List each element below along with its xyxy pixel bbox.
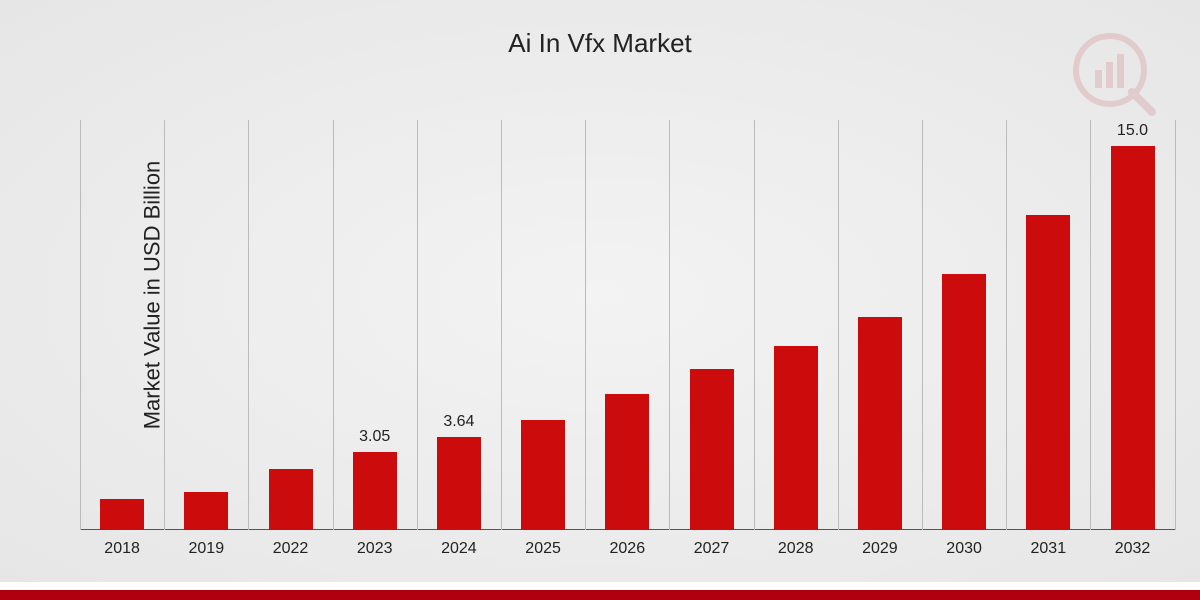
gridline xyxy=(669,120,670,530)
chart-container: Ai In Vfx Market Market Value in USD Bil… xyxy=(0,0,1200,590)
gridline xyxy=(754,120,755,530)
bar xyxy=(521,420,565,530)
gridline xyxy=(248,120,249,530)
plot-area: 3.053.64 15.0 xyxy=(80,120,1175,530)
bar-value-label: 15.0 xyxy=(1093,122,1173,140)
bar xyxy=(437,437,481,530)
x-axis-tick-label: 2018 xyxy=(104,540,140,558)
x-axis-tick-label: 2019 xyxy=(189,540,225,558)
gridline xyxy=(1090,120,1091,530)
bar xyxy=(1026,215,1070,530)
watermark-logo-icon xyxy=(1070,30,1160,125)
bar xyxy=(858,317,902,530)
gridline xyxy=(1006,120,1007,530)
x-axis-tick-label: 2022 xyxy=(273,540,309,558)
gridline xyxy=(417,120,418,530)
x-axis-tick-label: 2029 xyxy=(862,540,898,558)
gridline xyxy=(501,120,502,530)
bar-value-label: 3.64 xyxy=(419,413,499,431)
gridline xyxy=(585,120,586,530)
bar xyxy=(605,394,649,530)
x-axis-tick-label: 2025 xyxy=(525,540,561,558)
bottom-red-strip xyxy=(0,590,1200,600)
x-axis-tick-label: 2024 xyxy=(441,540,477,558)
x-axis-tick-label: 2026 xyxy=(610,540,646,558)
x-axis-tick-label: 2023 xyxy=(357,540,393,558)
x-axis-tick-label: 2031 xyxy=(1031,540,1067,558)
bar xyxy=(269,469,313,531)
bar-value-label: 3.05 xyxy=(335,428,415,446)
gridline xyxy=(333,120,334,530)
white-strip xyxy=(0,582,1200,590)
bar xyxy=(184,492,228,530)
bar xyxy=(942,274,986,530)
gridline xyxy=(80,120,81,530)
bar xyxy=(353,452,397,530)
bar xyxy=(690,369,734,530)
x-axis-tick-label: 2032 xyxy=(1115,540,1151,558)
bar xyxy=(100,499,144,530)
x-axis-tick-label: 2030 xyxy=(946,540,982,558)
x-axis-tick-label: 2027 xyxy=(694,540,730,558)
bar xyxy=(1111,146,1155,530)
gridline xyxy=(922,120,923,530)
gridline xyxy=(1175,120,1176,530)
bar xyxy=(774,346,818,531)
x-axis-tick-label: 2028 xyxy=(778,540,814,558)
chart-title: Ai In Vfx Market xyxy=(0,28,1200,59)
gridline xyxy=(164,120,165,530)
gridline xyxy=(838,120,839,530)
